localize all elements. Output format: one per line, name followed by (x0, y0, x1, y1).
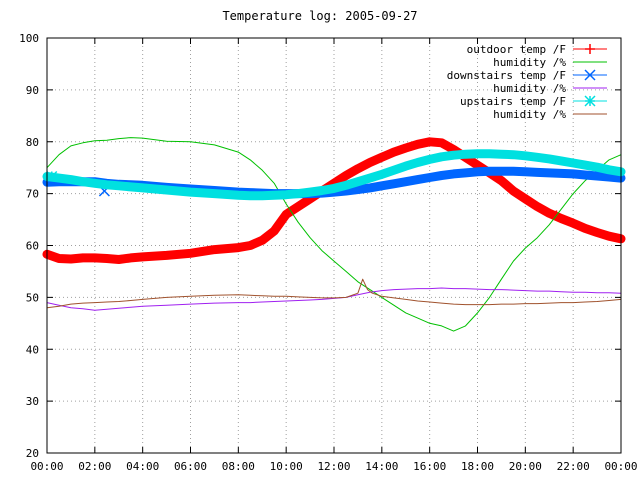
legend-marker-2 (584, 69, 596, 81)
legend-label-5: humidity /% (493, 108, 566, 121)
x-tick-label: 22:00 (557, 460, 590, 473)
y-tick-label: 20 (26, 447, 39, 460)
series-line-3 (46, 287, 622, 311)
x-tick-label: 12:00 (317, 460, 350, 473)
series-marker-4 (46, 170, 58, 183)
series-line-4 (42, 149, 626, 201)
legend-label-2: downstairs temp /F (447, 69, 566, 82)
y-tick-label: 70 (26, 188, 39, 201)
y-tick-label: 60 (26, 240, 39, 253)
y-tick-label: 40 (26, 343, 39, 356)
y-tick-label: 30 (26, 395, 39, 408)
legend-label-1: humidity /% (493, 56, 566, 69)
legend-marker-4-d2 (584, 95, 596, 107)
legend-label-3: humidity /% (493, 82, 566, 95)
legend-label-0: outdoor temp /F (467, 43, 566, 56)
chart-title: Temperature log: 2005-09-27 (222, 9, 418, 23)
x-tick-label: 04:00 (126, 460, 159, 473)
series-marker-4-d2 (46, 170, 58, 183)
x-tick-label: 14:00 (365, 460, 398, 473)
x-tick-label: 06:00 (174, 460, 207, 473)
x-tick-label: 18:00 (461, 460, 494, 473)
x-tick-label: 10:00 (270, 460, 303, 473)
legend-marker-4 (584, 95, 596, 107)
series-line-1 (46, 137, 622, 332)
x-tick-label: 00:00 (30, 460, 63, 473)
x-tick-label: 08:00 (222, 460, 255, 473)
y-tick-label: 100 (19, 32, 39, 45)
series-line-0 (42, 137, 626, 264)
legend-marker-0 (585, 44, 595, 54)
axes: 00:00 02:00 04:00 06:00 08:00 10:00 12:00 14:00… (19, 32, 637, 473)
y-tick-label: 50 (26, 291, 39, 304)
x-tick-label: 02:00 (78, 460, 111, 473)
legend-label-4: upstairs temp /F (460, 95, 566, 108)
y-tick-label: 90 (26, 84, 39, 97)
x-tick-label: 16:00 (413, 460, 446, 473)
x-tick-label: 20:00 (509, 460, 542, 473)
y-tick-label: 80 (26, 136, 39, 149)
plot-frame (46, 37, 622, 454)
x-tick-label: 00:00 (604, 460, 637, 473)
legend-marker-2-d2 (584, 69, 596, 81)
series-line-5 (46, 278, 622, 309)
series-lines (42, 137, 626, 332)
